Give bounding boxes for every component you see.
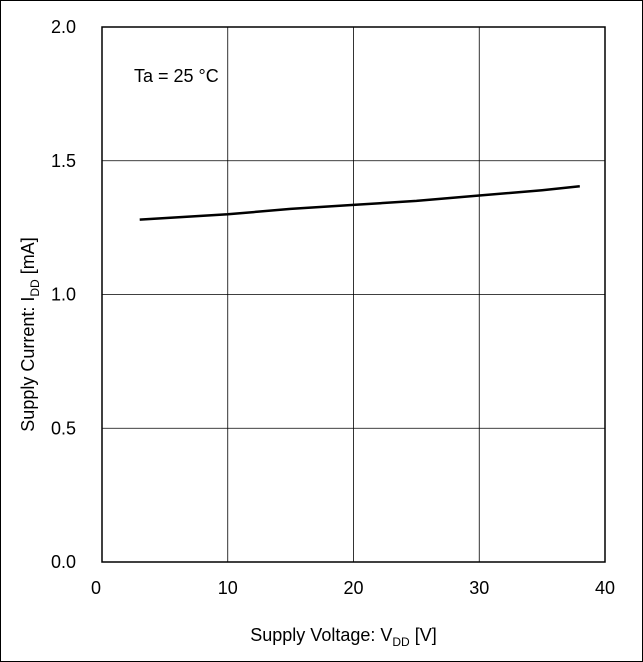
y-axis-label-unit: [mA] xyxy=(18,237,38,279)
y-tick-label: 1.5 xyxy=(51,151,76,171)
y-axis-label: Supply Current: IDD [mA] xyxy=(18,237,42,431)
y-tick-label: 2.0 xyxy=(51,17,76,37)
x-tick-label: 40 xyxy=(595,578,615,598)
series-line-0 xyxy=(139,184,580,221)
x-tick-labels: 0 10 20 30 40 xyxy=(91,578,615,598)
y-tick-label: 0.0 xyxy=(51,552,76,572)
x-tick-label: 10 xyxy=(218,578,238,598)
plot-area xyxy=(101,26,606,563)
x-tick-label: 0 xyxy=(91,578,101,598)
annotation: Ta = 25 °C xyxy=(134,66,219,86)
x-axis-label: Supply Voltage: VDD [V] xyxy=(250,625,436,649)
x-tick-label: 30 xyxy=(469,578,489,598)
x-axis-label-sub: DD xyxy=(392,635,410,649)
y-tick-labels: 0.0 0.5 1.0 1.5 2.0 xyxy=(51,17,76,572)
grid xyxy=(102,27,605,562)
x-tick-label: 20 xyxy=(343,578,363,598)
x-axis-label-unit: [V] xyxy=(410,625,437,645)
x-axis-label-main: Supply Voltage: V xyxy=(250,625,392,645)
y-tick-label: 1.0 xyxy=(51,285,76,305)
series-layer xyxy=(139,184,580,221)
y-axis-label-main: Supply Current: I xyxy=(18,297,38,432)
y-axis-label-sub: DD xyxy=(28,279,42,297)
y-tick-label: 0.5 xyxy=(51,418,76,438)
